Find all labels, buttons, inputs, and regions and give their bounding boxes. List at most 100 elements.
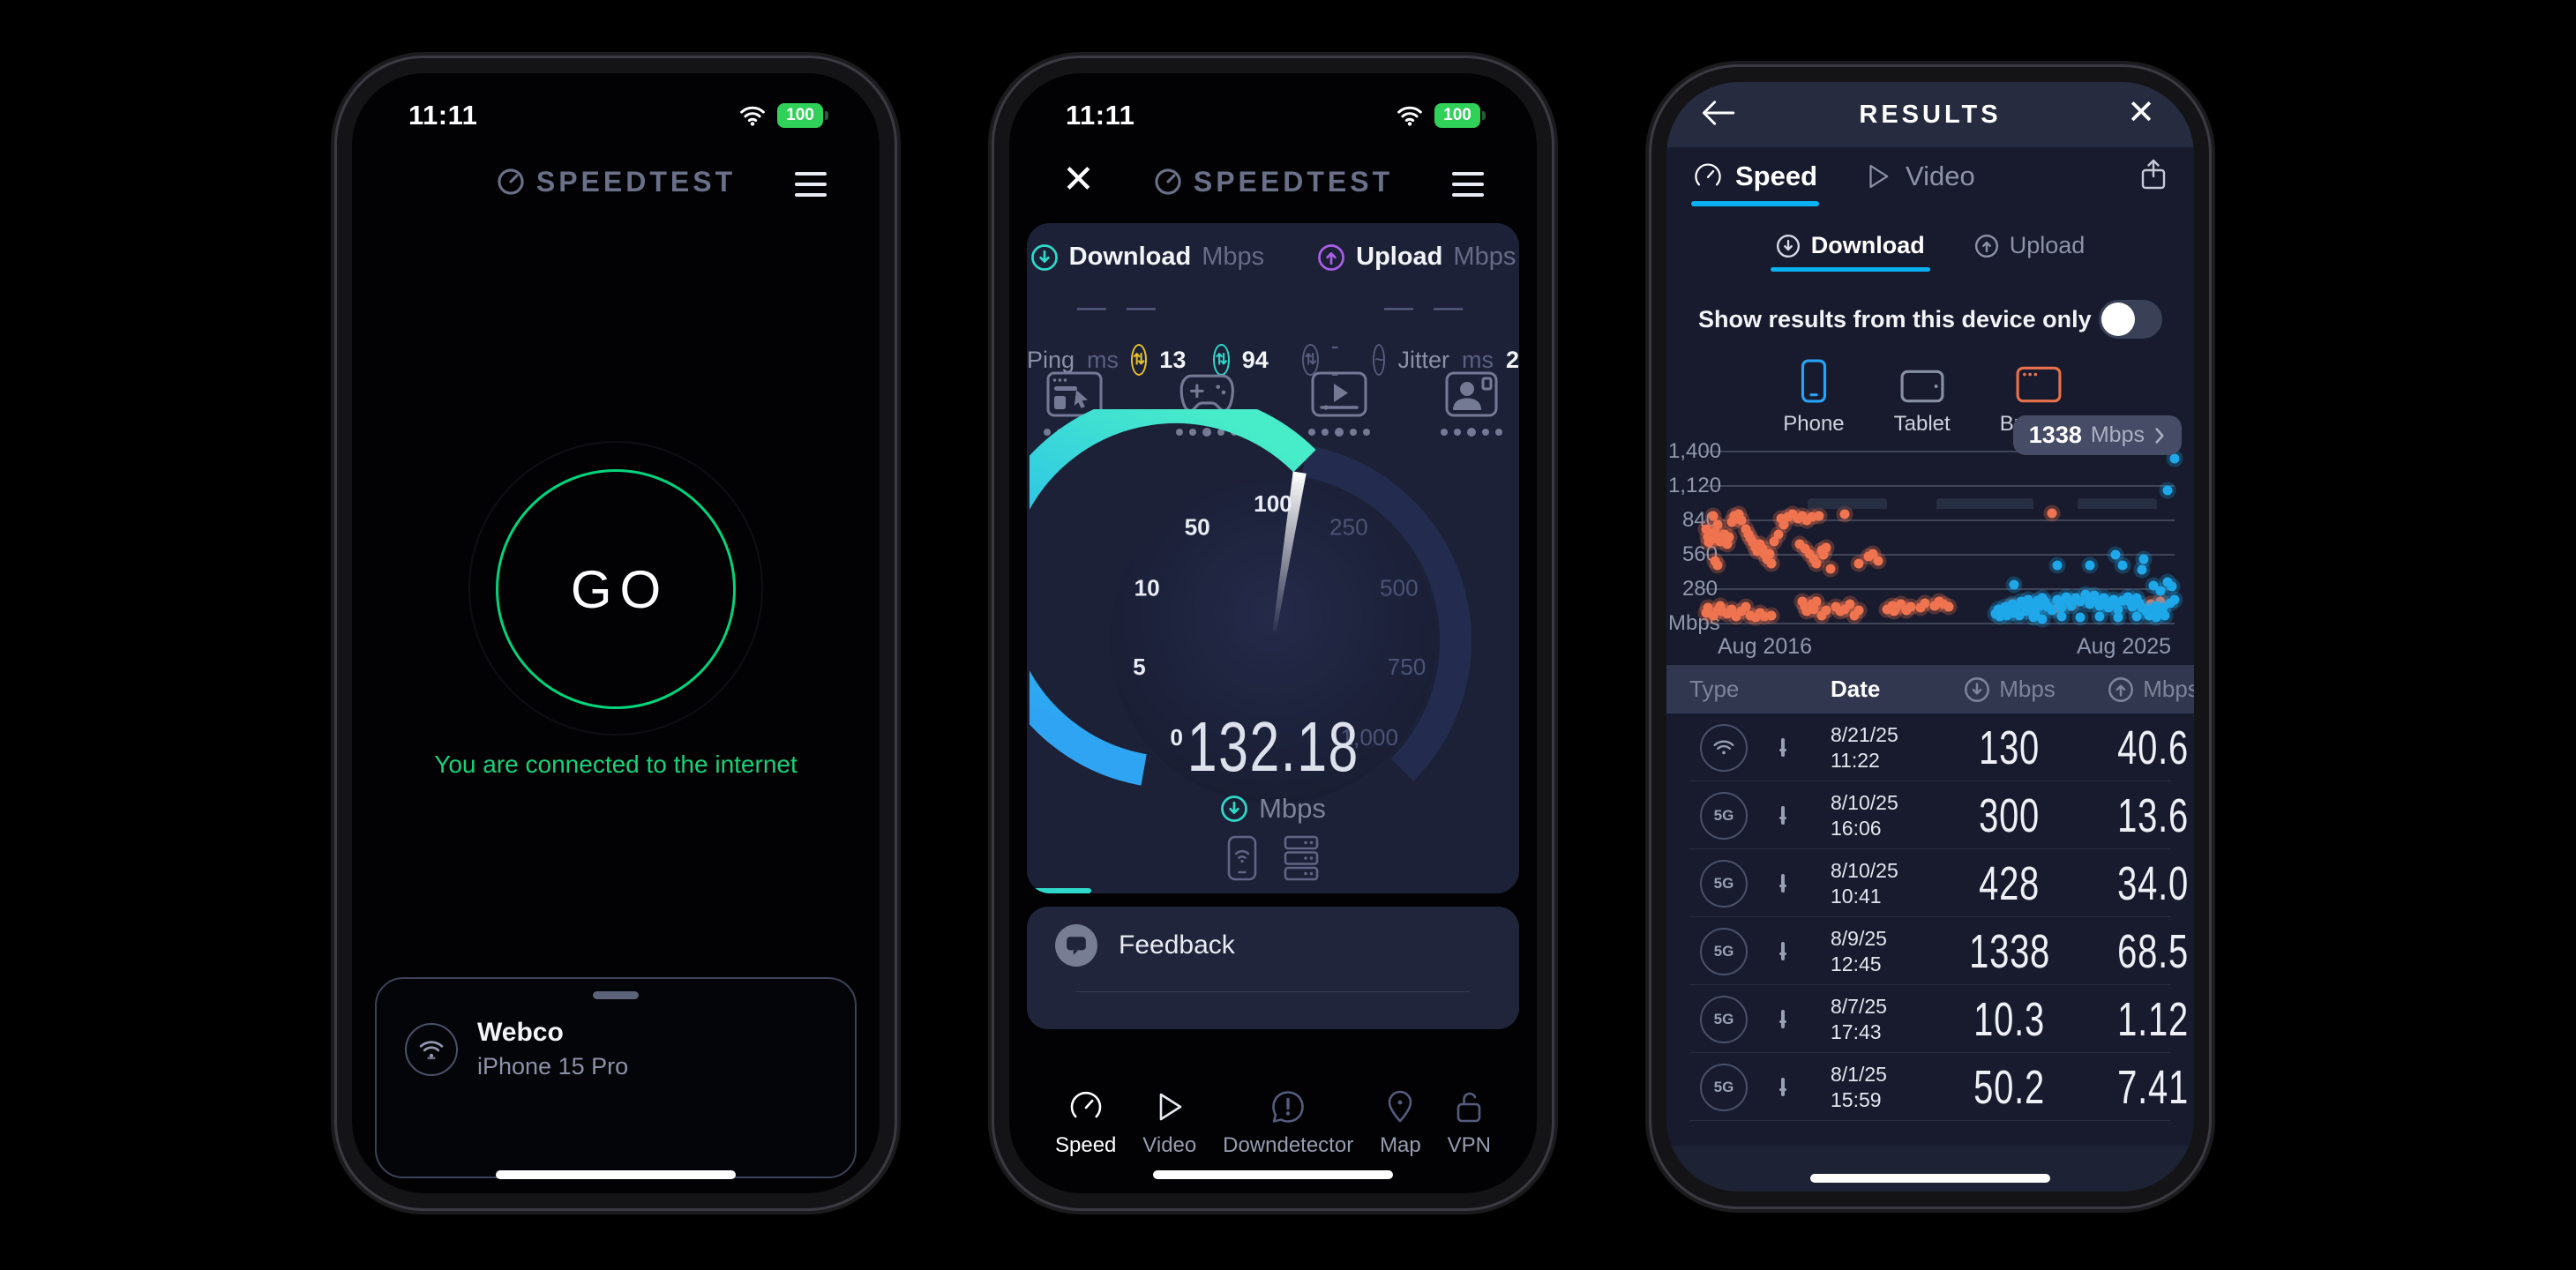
svg-text:5: 5: [1133, 654, 1146, 680]
vpn-open-lock-icon: [1453, 1087, 1485, 1124]
data-point: [2167, 581, 2177, 592]
data-point: [2131, 593, 2142, 603]
server-icon[interactable]: [1284, 835, 1319, 881]
data-point: [1778, 519, 1789, 530]
data-point: [2085, 599, 2095, 609]
table-row[interactable]: 5G 8/10/25 16:06 300 13.6: [1666, 781, 2194, 849]
data-point: [1741, 601, 1751, 612]
data-point: [1929, 601, 1940, 610]
network-info-card[interactable]: Webco iPhone 15 Pro: [375, 977, 857, 1178]
table-row[interactable]: 5G 8/7/25 17:43 10.3 1.12: [1666, 985, 2194, 1053]
svg-text:500: 500: [1380, 574, 1419, 601]
data-point: [2123, 592, 2133, 602]
gauge-needle: [1272, 471, 1307, 631]
data-point: [2117, 595, 2128, 606]
tab-video[interactable]: Video: [1863, 161, 1975, 192]
data-point: [2075, 596, 2086, 607]
speedtest-logo: SPEEDTEST: [1153, 166, 1393, 198]
home-indicator[interactable]: [1153, 1170, 1393, 1179]
data-point: [2047, 605, 2057, 616]
download-value: 10.3: [1973, 992, 2046, 1046]
phone-wifi-icon[interactable]: [1227, 835, 1257, 881]
hamburger-menu-icon[interactable]: [1452, 165, 1484, 204]
results-table-header: Type Date Mbps Mbps: [1666, 665, 2194, 713]
subtab-download[interactable]: Download: [1770, 232, 1930, 272]
data-point: [1755, 539, 1765, 549]
gauge-track: [1301, 445, 1471, 781]
device-only-toggle[interactable]: [2099, 300, 2162, 339]
data-point: [1726, 517, 1737, 527]
upload-value: 68.5: [2117, 924, 2190, 978]
close-icon[interactable]: ✕: [1062, 158, 1095, 201]
svg-text:250: 250: [1329, 513, 1368, 540]
upload-metric: Upload Mbps: [1317, 243, 1516, 272]
hamburger-menu-icon[interactable]: [795, 165, 827, 204]
x-axis-start-label: Aug 2016: [1718, 634, 1813, 659]
nav-item-map[interactable]: Map: [1380, 1087, 1421, 1158]
go-button[interactable]: GO: [496, 469, 736, 709]
table-row[interactable]: 8/21/25 11:22 130 40.6: [1666, 713, 2194, 781]
ping-download-value: 94: [1241, 346, 1269, 373]
metric-placeholders: — — — —: [1027, 290, 1519, 324]
table-row[interactable]: 5G 8/1/25 15:59 50.2 7.41: [1666, 1053, 2194, 1121]
drag-handle[interactable]: [593, 991, 639, 999]
selected-result-badge[interactable]: 1338 Mbps: [2012, 415, 2182, 455]
filter-phone[interactable]: Phone: [1783, 355, 1845, 437]
results-header: RESULTS ✕: [1666, 82, 2194, 147]
data-point: [1722, 539, 1733, 549]
filter-tablet[interactable]: Tablet: [1894, 355, 1951, 437]
data-point: [2035, 601, 2046, 610]
data-point: [2151, 612, 2161, 623]
data-point: [1889, 606, 1899, 616]
data-point: [2063, 595, 2074, 606]
video-test-icon[interactable]: [1308, 371, 1370, 437]
speedtest-home-screen: 11:11 100 SPEEDTEST GO You are connected…: [352, 73, 880, 1193]
table-row[interactable]: 5G 8/10/25 10:41 428 34.0: [1666, 849, 2194, 917]
data-point: [1764, 549, 1775, 559]
data-point: [1901, 605, 1912, 616]
partially-visible-row: [1689, 491, 2171, 509]
feedback-bubble-icon: [1055, 924, 1097, 967]
share-icon[interactable]: [2139, 159, 2168, 195]
nav-item-speed[interactable]: Speed: [1055, 1087, 1116, 1158]
feedback-card[interactable]: Feedback: [1027, 907, 1519, 1029]
home-indicator[interactable]: [1810, 1174, 2050, 1183]
data-point: [1882, 604, 1892, 615]
upload-circle-icon: [1318, 243, 1345, 271]
connection-status-text: You are connected to the internet: [434, 751, 798, 778]
data-point: [2028, 602, 2039, 613]
home-indicator[interactable]: [496, 1170, 736, 1179]
connection-test-icons: [1027, 371, 1519, 437]
svg-text:50: 50: [1185, 513, 1210, 540]
data-point: [2155, 586, 2166, 596]
close-icon[interactable]: ✕: [2127, 94, 2155, 131]
upload-circle-icon: [2108, 676, 2134, 702]
nav-item-downdetector[interactable]: Downdetector: [1223, 1087, 1353, 1158]
clock: 11:11: [1066, 100, 1135, 131]
nav-item-video[interactable]: Video: [1142, 1087, 1196, 1158]
data-point: [1766, 610, 1777, 621]
subtab-upload[interactable]: Upload: [1974, 232, 2085, 259]
table-row[interactable]: 5G 8/9/25 12:45 1338 68.5: [1666, 917, 2194, 985]
data-point: [1804, 549, 1815, 559]
result-date: 8/7/25 17:43: [1831, 994, 1887, 1043]
nav-item-vpn[interactable]: VPN: [1448, 1087, 1491, 1158]
data-point: [1745, 533, 1756, 543]
upload-column-header: Mbps: [2076, 676, 2194, 703]
connection-type-icon: [1700, 723, 1748, 772]
ping-jitter-row: Ping ms ⇅ 13 ⇅ 94 ⇅ -- ~ Jitter ms 2: [1027, 332, 1519, 386]
data-point: [2085, 560, 2095, 571]
tab-speed[interactable]: Speed: [1690, 161, 1820, 206]
data-point: [2134, 598, 2145, 609]
data-point: [2002, 610, 2012, 621]
back-arrow-icon[interactable]: [1700, 98, 1735, 128]
svg-text:750: 750: [1388, 654, 1427, 680]
data-point: [1814, 511, 1824, 521]
phone-frame-1: 11:11 100 SPEEDTEST GO You are connected…: [337, 58, 895, 1208]
video-chat-test-icon[interactable]: [1441, 371, 1502, 437]
speedometer-icon: [1068, 1087, 1104, 1124]
play-icon: [1154, 1087, 1186, 1124]
battery-icon: 100: [777, 103, 828, 128]
phone-icon: [1781, 1009, 1785, 1028]
data-point: [2092, 595, 2102, 606]
